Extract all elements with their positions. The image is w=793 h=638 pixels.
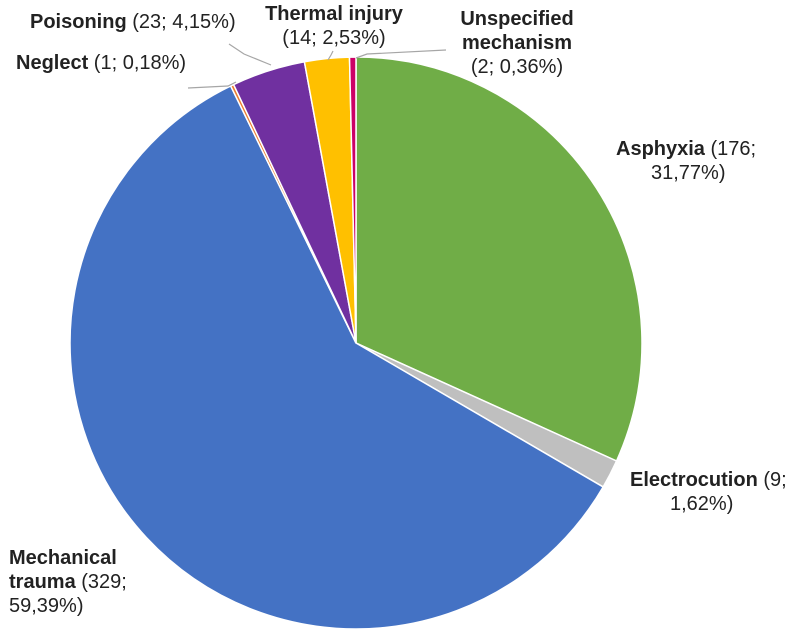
leader-neglect [187,81,237,89]
leader-unspecified [355,49,447,59]
leader-poisoning [228,43,272,66]
label-asphyxia: Asphyxia (176; 31,77%) [616,138,757,184]
label-unspecified-mechanism: Unspecified mechanism (2; 0,36%) [460,8,574,78]
pie-slice-mechanical-trauma [69,84,605,630]
leader-thermal-injury [327,50,334,61]
label-thermal-injury: Thermal injury (14; 2,53%) [265,3,403,49]
leader-lines [187,43,447,89]
pie-slice-unspecified-mechanism [348,56,357,344]
label-neglect: Neglect (1; 0,18%) [16,52,187,74]
label-mechanical-trauma: Mechanical trauma (329; 59,39%) [9,547,127,617]
pie-slice-asphyxia [355,56,643,462]
label-electrocution: Electrocution (9; 1,62%) [630,469,787,515]
pie-slices [69,56,643,630]
label-poisoning: Poisoning (23; 4,15%) [30,11,236,33]
